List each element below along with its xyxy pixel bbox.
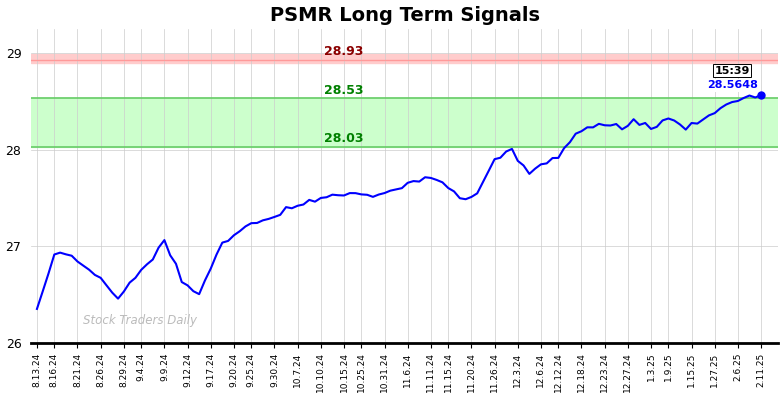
Text: 15:39: 15:39 (714, 66, 750, 76)
Bar (31, 98, 779, 147)
Title: PSMR Long Term Signals: PSMR Long Term Signals (270, 6, 540, 25)
Text: 28.03: 28.03 (324, 132, 363, 145)
Text: Stock Traders Daily: Stock Traders Daily (83, 314, 198, 327)
Text: 28.93: 28.93 (324, 45, 363, 58)
Bar (31, 54, 779, 63)
Text: 28.53: 28.53 (324, 84, 363, 97)
Text: 28.5648: 28.5648 (706, 80, 757, 90)
